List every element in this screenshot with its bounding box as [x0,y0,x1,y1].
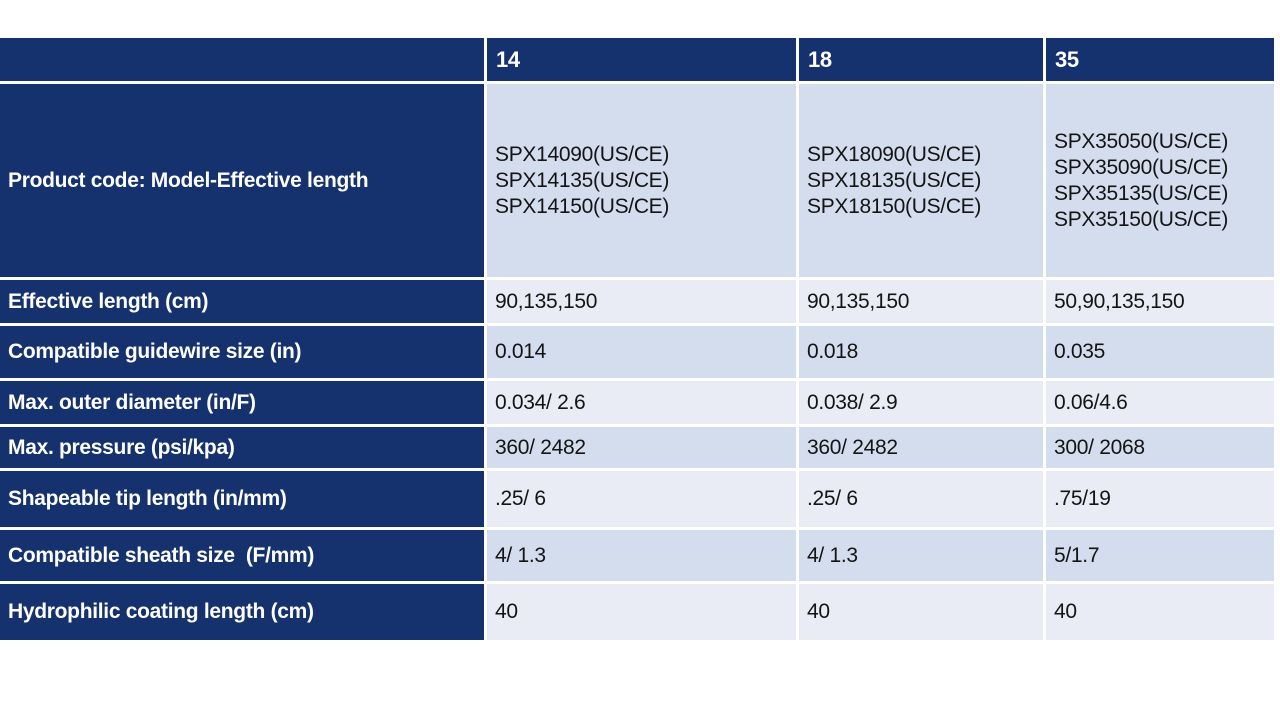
product-code: SPX18090(US/CE) [807,142,982,166]
cell-outer-diameter-35: 0.06/4.6 [1046,381,1274,424]
cell-effective-length-14: 90,135,150 [487,280,796,323]
row-label-product-code: Product code: Model-Effective length [0,84,484,277]
cell-product-codes-18: SPX18090(US/CE) SPX18135(US/CE) SPX18150… [799,84,1043,277]
cell-sheath-size-18: 4/ 1.3 [799,530,1043,581]
cell-max-pressure-35: 300/ 2068 [1046,427,1274,468]
row-label-guidewire-size: Compatible guidewire size (in) [0,326,484,378]
product-code: SPX35135(US/CE) [1054,181,1229,205]
cell-sheath-size-35: 5/1.7 [1046,530,1274,581]
cell-hydrophilic-coating-35: 40 [1046,584,1274,640]
product-code: SPX35150(US/CE) [1054,207,1229,231]
product-code: SPX18150(US/CE) [807,194,982,218]
cell-effective-length-35: 50,90,135,150 [1046,280,1274,323]
product-code: SPX35090(US/CE) [1054,155,1229,179]
product-code: SPX18135(US/CE) [807,168,982,192]
product-spec-table: 14 18 35 Product code: Model-Effective l… [0,38,1274,640]
product-code: SPX14150(US/CE) [495,194,670,218]
product-code: SPX14090(US/CE) [495,142,670,166]
cell-shapeable-tip-18: .25/ 6 [799,471,1043,527]
row-label-max-pressure: Max. pressure (psi/kpa) [0,427,484,468]
cell-outer-diameter-14: 0.034/ 2.6 [487,381,796,424]
cell-hydrophilic-coating-14: 40 [487,584,796,640]
cell-product-codes-35: SPX35050(US/CE) SPX35090(US/CE) SPX35135… [1046,84,1274,277]
row-label-outer-diameter: Max. outer diameter (in/F) [0,381,484,424]
cell-guidewire-size-18: 0.018 [799,326,1043,378]
corner-cell [0,38,484,81]
cell-guidewire-size-14: 0.014 [487,326,796,378]
row-label-shapeable-tip: Shapeable tip length (in/mm) [0,471,484,527]
cell-shapeable-tip-14: .25/ 6 [487,471,796,527]
product-code: SPX35050(US/CE) [1054,129,1229,153]
cell-product-codes-14: SPX14090(US/CE) SPX14135(US/CE) SPX14150… [487,84,796,277]
row-label-effective-length: Effective length (cm) [0,280,484,323]
cell-guidewire-size-35: 0.035 [1046,326,1274,378]
cell-max-pressure-18: 360/ 2482 [799,427,1043,468]
cell-hydrophilic-coating-18: 40 [799,584,1043,640]
column-header-35: 35 [1046,38,1274,81]
cell-shapeable-tip-35: .75/19 [1046,471,1274,527]
row-label-hydrophilic-coating: Hydrophilic coating length (cm) [0,584,484,640]
cell-effective-length-18: 90,135,150 [799,280,1043,323]
cell-outer-diameter-18: 0.038/ 2.9 [799,381,1043,424]
product-code: SPX14135(US/CE) [495,168,670,192]
cell-max-pressure-14: 360/ 2482 [487,427,796,468]
cell-sheath-size-14: 4/ 1.3 [487,530,796,581]
column-header-14: 14 [487,38,796,81]
row-label-sheath-size: Compatible sheath size (F/mm) [0,530,484,581]
column-header-18: 18 [799,38,1043,81]
